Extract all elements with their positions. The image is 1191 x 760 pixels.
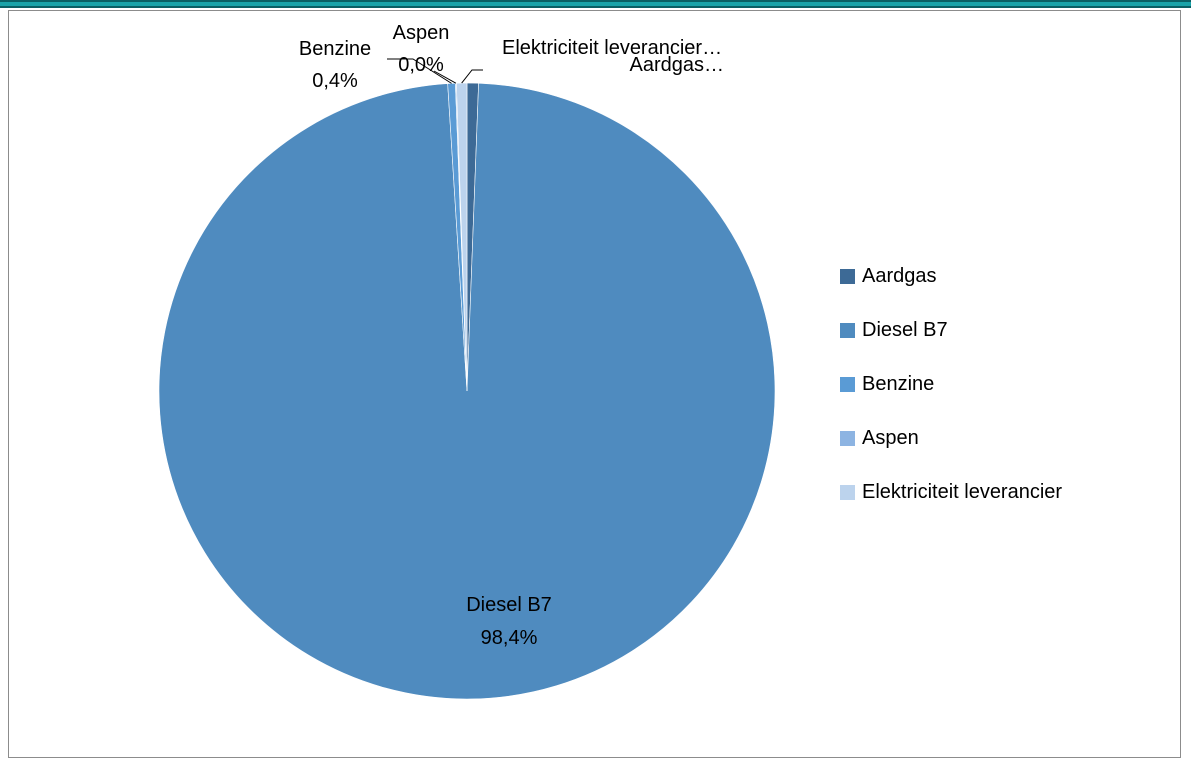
data-label-value-diesel-b7: 98,4% <box>481 627 538 649</box>
legend-item-benzine: Benzine <box>840 371 1062 398</box>
pie-chart: Aardgas… Diesel B7 98,4% Benzine 0,4% Aspen 0,… <box>158 22 776 700</box>
pie-slice-elektriciteit-leverancier <box>456 82 468 392</box>
data-label-name-aspen: Aspen <box>393 22 450 44</box>
data-label-value-aspen: 0,0% <box>398 54 444 76</box>
legend-label-elektriciteit-leverancier: Elektriciteit leverancier <box>862 481 1063 503</box>
legend-swatch-aardgas <box>840 269 855 284</box>
legend-item-aspen: Aspen <box>840 425 1062 452</box>
data-label-name-elektriciteit-leverancier: Elektriciteit leverancier… <box>502 37 722 59</box>
legend-item-elektriciteit-leverancier: Elektriciteit leverancier <box>840 479 1062 506</box>
legend-label-diesel-b7: Diesel B7 <box>862 319 948 341</box>
leader-line-aspen <box>433 70 457 84</box>
data-label-name-diesel-b7: Diesel B7 <box>466 594 552 616</box>
legend-item-diesel-b7: Diesel B7 <box>840 317 1062 344</box>
leader-line-benzine <box>387 58 452 84</box>
legend-label-aardgas: Aardgas <box>862 265 937 287</box>
window-top-border <box>0 0 1191 8</box>
pie-slice-diesel-b7 <box>158 82 776 700</box>
data-label-value-benzine: 0,4% <box>312 70 358 92</box>
legend-swatch-diesel-b7 <box>840 323 855 338</box>
legend-swatch-aspen <box>840 431 855 446</box>
legend-label-aspen: Aspen <box>862 427 919 449</box>
legend-item-aardgas: Aardgas <box>840 263 1062 290</box>
data-label-name-benzine: Benzine <box>299 38 371 60</box>
legend-swatch-benzine <box>840 377 855 392</box>
legend-label-benzine: Benzine <box>862 373 935 395</box>
legend-swatch-elektriciteit-leverancier <box>840 485 855 500</box>
leader-line-elektriciteit-leverancier <box>461 69 483 84</box>
data-label-name-aardgas: Aardgas… <box>630 54 725 76</box>
chart-frame: Aardgas… Diesel B7 98,4% Benzine 0,4% Aspen 0,… <box>8 10 1181 758</box>
chart-legend: Aardgas Diesel B7 Benzine Aspen Elektricitei… <box>840 263 1062 533</box>
